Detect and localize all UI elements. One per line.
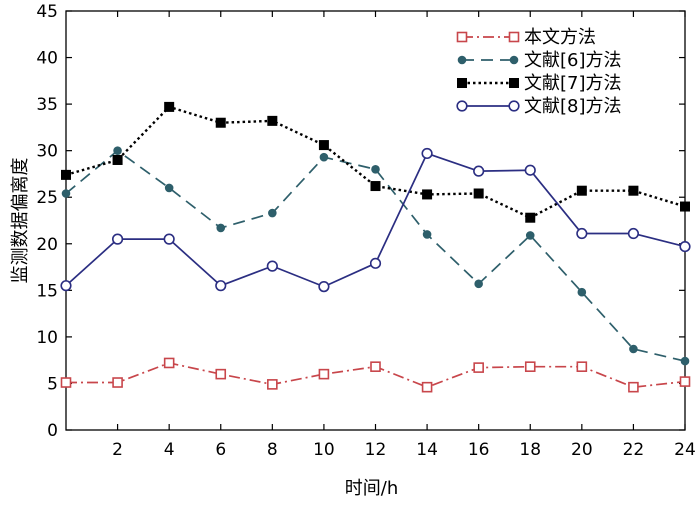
x-tick-label: 4 (164, 440, 175, 460)
x-tick-label: 22 (623, 440, 645, 460)
legend-label: 文献[6]方法 (524, 50, 622, 71)
data-point (163, 357, 175, 369)
data-point (215, 368, 227, 380)
legend-marker (456, 31, 468, 43)
data-point (215, 117, 226, 128)
data-point (679, 376, 691, 387)
x-tick-label: 8 (267, 440, 278, 460)
data-point (576, 361, 588, 372)
data-point (111, 233, 124, 245)
data-point (215, 280, 227, 292)
data-point (525, 212, 536, 223)
data-point (163, 233, 175, 245)
data-point (113, 146, 122, 155)
y-tick-label: 45 (36, 2, 58, 22)
y-tick-label: 35 (36, 95, 58, 115)
y-tick-label: 25 (36, 188, 58, 208)
data-point (473, 165, 485, 177)
data-point (680, 201, 690, 212)
legend-marker (509, 78, 519, 88)
data-point (112, 154, 123, 165)
series-line (65, 105, 686, 219)
legend-item: 文献[8]方法 (456, 96, 622, 117)
legend-marker (457, 55, 467, 65)
legend-label: 文献[7]方法 (524, 73, 622, 94)
data-point (576, 185, 587, 196)
x-tick-label: 20 (571, 440, 593, 460)
legend-item: 文献[6]方法 (457, 50, 622, 71)
data-point (112, 377, 123, 388)
x-tick-label: 14 (416, 440, 438, 460)
x-tick-label: 16 (468, 440, 490, 460)
legend-label: 文献[8]方法 (524, 96, 622, 117)
legend-marker (457, 78, 467, 88)
x-tick-label: 18 (519, 440, 541, 460)
data-point (164, 183, 174, 193)
data-point (422, 230, 432, 239)
data-point (524, 164, 536, 176)
data-point (577, 287, 587, 297)
data-point (421, 147, 433, 160)
data-point (680, 356, 690, 366)
data-point (319, 152, 329, 162)
data-point (473, 188, 484, 199)
series-1 (60, 357, 691, 393)
data-point (628, 381, 639, 393)
y-tick-label: 10 (36, 328, 58, 348)
series-2 (61, 146, 690, 366)
data-point (628, 185, 639, 196)
y-tick-label: 30 (36, 142, 58, 162)
data-point (266, 260, 278, 272)
y-tick-label: 40 (36, 49, 58, 69)
y-tick-label: 15 (36, 281, 58, 301)
legend-marker (508, 100, 520, 112)
data-point (164, 101, 175, 112)
legend-marker (456, 100, 468, 112)
data-point (61, 189, 71, 198)
data-point (216, 223, 226, 233)
data-point (421, 381, 433, 393)
data-point (370, 361, 381, 372)
y-tick-label: 5 (47, 374, 58, 394)
data-point (473, 362, 484, 373)
data-point (318, 368, 330, 380)
y-axis-title: 监测数据偏离度 (10, 158, 31, 284)
legend-label: 本文方法 (524, 27, 596, 48)
legend-marker (508, 31, 520, 43)
legend-item: 文献[7]方法 (457, 73, 622, 94)
data-point (318, 281, 330, 293)
data-point (61, 169, 71, 180)
data-point (267, 115, 278, 126)
data-point (318, 140, 329, 151)
data-point (474, 279, 483, 289)
series-4 (60, 147, 691, 293)
data-point (576, 227, 588, 240)
x-axis-title: 时间/h (345, 478, 398, 499)
data-point (679, 240, 691, 253)
y-tick-label: 20 (36, 235, 58, 255)
x-tick-label: 12 (365, 440, 387, 460)
data-point (525, 231, 535, 240)
series-3 (61, 101, 690, 223)
x-tick-label: 6 (215, 440, 226, 460)
x-tick-label: 2 (112, 440, 123, 460)
legend-marker (509, 55, 519, 65)
data-point (60, 377, 72, 388)
data-point (629, 344, 638, 354)
x-tick-label: 10 (313, 440, 335, 460)
x-tick-label: 24 (674, 440, 696, 460)
legend-item: 本文方法 (456, 27, 596, 48)
y-tick-label: 0 (47, 421, 58, 441)
data-point (268, 208, 277, 218)
data-point (627, 227, 640, 240)
data-point (60, 280, 72, 292)
data-point (422, 189, 433, 200)
data-point (267, 379, 278, 390)
data-point (371, 164, 380, 174)
data-point (524, 361, 536, 372)
data-point (369, 257, 382, 269)
data-point (370, 181, 381, 192)
